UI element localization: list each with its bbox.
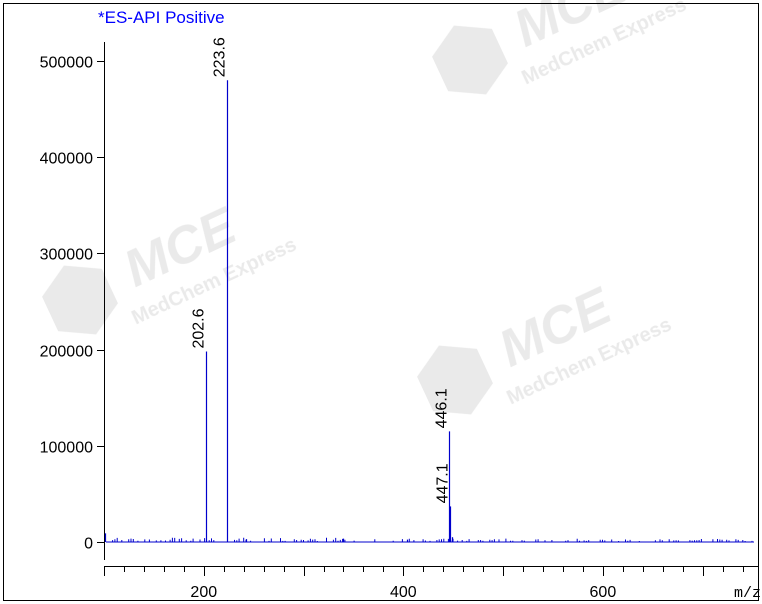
watermark-hexagon-icon [417, 345, 493, 415]
y-tick-label: 0 [84, 536, 93, 553]
peak-label: 223.6 [212, 37, 229, 77]
peak-label: 202.6 [191, 308, 208, 348]
noise-trace [106, 537, 754, 543]
y-tick-label: 200000 [40, 344, 93, 361]
watermark-hexagon-icon [42, 265, 118, 335]
x-tick-label: 400 [390, 584, 417, 601]
x-axis-label: m/z [734, 585, 761, 602]
peak-label: 447.1 [435, 463, 452, 503]
y-tick-label: 300000 [40, 247, 93, 264]
y-axis-ticks: 0 100000 200000 300000 400000 500000 [40, 55, 104, 553]
x-tick-label: 600 [590, 584, 617, 601]
x-tick-label: 200 [190, 584, 217, 601]
x-axis-ticks: 200400600800 [104, 567, 744, 601]
peak-label: 446.1 [434, 388, 451, 428]
spectrum-peaks: 202.6 223.6 446.1 447.1 [104, 37, 454, 542]
baseline-noise [106, 537, 754, 543]
y-tick-label: 100000 [40, 440, 93, 457]
plot-frame [3, 3, 759, 601]
watermark-hexagon-icon [432, 25, 508, 95]
chart-title: *ES-API Positive [98, 8, 225, 27]
y-tick-label: 500000 [40, 55, 93, 72]
y-tick-label: 400000 [40, 151, 93, 168]
